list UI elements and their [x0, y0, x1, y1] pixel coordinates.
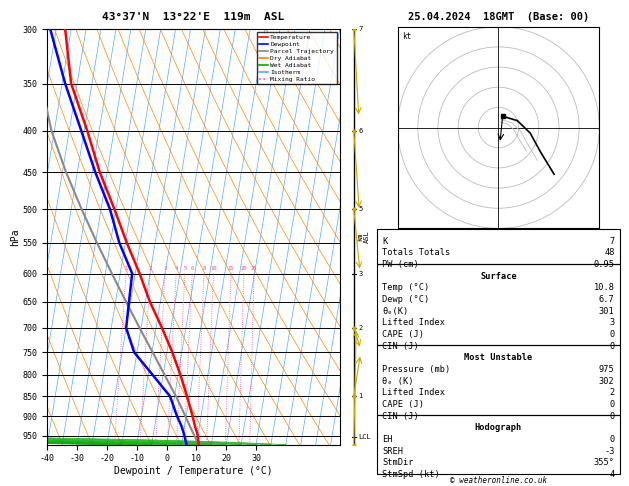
Text: Hodograph: Hodograph	[475, 423, 522, 433]
Text: CIN (J): CIN (J)	[382, 342, 419, 351]
Text: θₑ(K): θₑ(K)	[382, 307, 408, 316]
Bar	[377, 345, 620, 415]
Text: 5: 5	[183, 266, 187, 272]
Text: Surface: Surface	[480, 272, 517, 281]
Text: PW (cm): PW (cm)	[382, 260, 419, 269]
Text: 25.04.2024  18GMT  (Base: 00): 25.04.2024 18GMT (Base: 00)	[408, 12, 589, 22]
Text: 4: 4	[174, 266, 178, 272]
Text: 0.95: 0.95	[594, 260, 615, 269]
Text: 6: 6	[358, 128, 362, 134]
Text: 0: 0	[610, 342, 615, 351]
Text: Totals Totals: Totals Totals	[382, 248, 450, 258]
Bar	[377, 228, 620, 263]
Text: kt: kt	[402, 32, 411, 41]
Text: km
ASL: km ASL	[357, 230, 370, 243]
Text: StmDir: StmDir	[382, 458, 414, 468]
Text: 5: 5	[358, 206, 362, 212]
Text: StmSpd (kt): StmSpd (kt)	[382, 470, 440, 479]
Text: 6.7: 6.7	[599, 295, 615, 304]
Text: Dewp (°C): Dewp (°C)	[382, 295, 430, 304]
Text: SREH: SREH	[382, 447, 403, 456]
Text: 3: 3	[164, 266, 167, 272]
Text: 2: 2	[148, 266, 152, 272]
Text: 8: 8	[203, 266, 206, 272]
Text: 1: 1	[125, 266, 128, 272]
Y-axis label: hPa: hPa	[9, 228, 19, 246]
Text: CAPE (J): CAPE (J)	[382, 330, 424, 339]
Text: 7: 7	[358, 26, 362, 32]
Text: © weatheronline.co.uk: © weatheronline.co.uk	[450, 475, 547, 485]
Text: LCL: LCL	[358, 434, 371, 440]
Text: Pressure (mb): Pressure (mb)	[382, 365, 450, 374]
Text: 20: 20	[241, 266, 247, 272]
Text: 0: 0	[610, 412, 615, 421]
Text: 7: 7	[610, 237, 615, 246]
Text: CAPE (J): CAPE (J)	[382, 400, 424, 409]
Bar	[377, 263, 620, 345]
Text: Most Unstable: Most Unstable	[464, 353, 533, 363]
Text: EH: EH	[382, 435, 392, 444]
X-axis label: Dewpoint / Temperature (°C): Dewpoint / Temperature (°C)	[114, 466, 273, 476]
Text: K: K	[382, 237, 387, 246]
Text: θₑ (K): θₑ (K)	[382, 377, 414, 386]
Text: -3: -3	[604, 447, 615, 456]
Legend: Temperature, Dewpoint, Parcel Trajectory, Dry Adiabat, Wet Adiabat, Isotherm, Mi: Temperature, Dewpoint, Parcel Trajectory…	[257, 32, 337, 84]
Text: CIN (J): CIN (J)	[382, 412, 419, 421]
Bar	[377, 415, 620, 473]
Text: 6: 6	[191, 266, 194, 272]
Text: 302: 302	[599, 377, 615, 386]
Text: 355°: 355°	[594, 458, 615, 468]
Text: Lifted Index: Lifted Index	[382, 318, 445, 328]
Text: 1: 1	[358, 393, 362, 399]
Text: 4: 4	[610, 470, 615, 479]
Text: Temp (°C): Temp (°C)	[382, 283, 430, 293]
Text: 301: 301	[599, 307, 615, 316]
Text: 0: 0	[610, 330, 615, 339]
Text: 43°37'N  13°22'E  119m  ASL: 43°37'N 13°22'E 119m ASL	[103, 12, 284, 22]
Text: 48: 48	[604, 248, 615, 258]
Text: 975: 975	[599, 365, 615, 374]
Text: 15: 15	[228, 266, 234, 272]
Text: 10.8: 10.8	[594, 283, 615, 293]
Text: 2: 2	[358, 325, 362, 331]
Text: 10: 10	[210, 266, 216, 272]
Text: 25: 25	[251, 266, 257, 272]
Text: 3: 3	[610, 318, 615, 328]
Text: 0: 0	[610, 400, 615, 409]
Text: 0: 0	[610, 435, 615, 444]
Text: 2: 2	[610, 388, 615, 398]
Text: Lifted Index: Lifted Index	[382, 388, 445, 398]
Text: 3: 3	[358, 271, 362, 277]
